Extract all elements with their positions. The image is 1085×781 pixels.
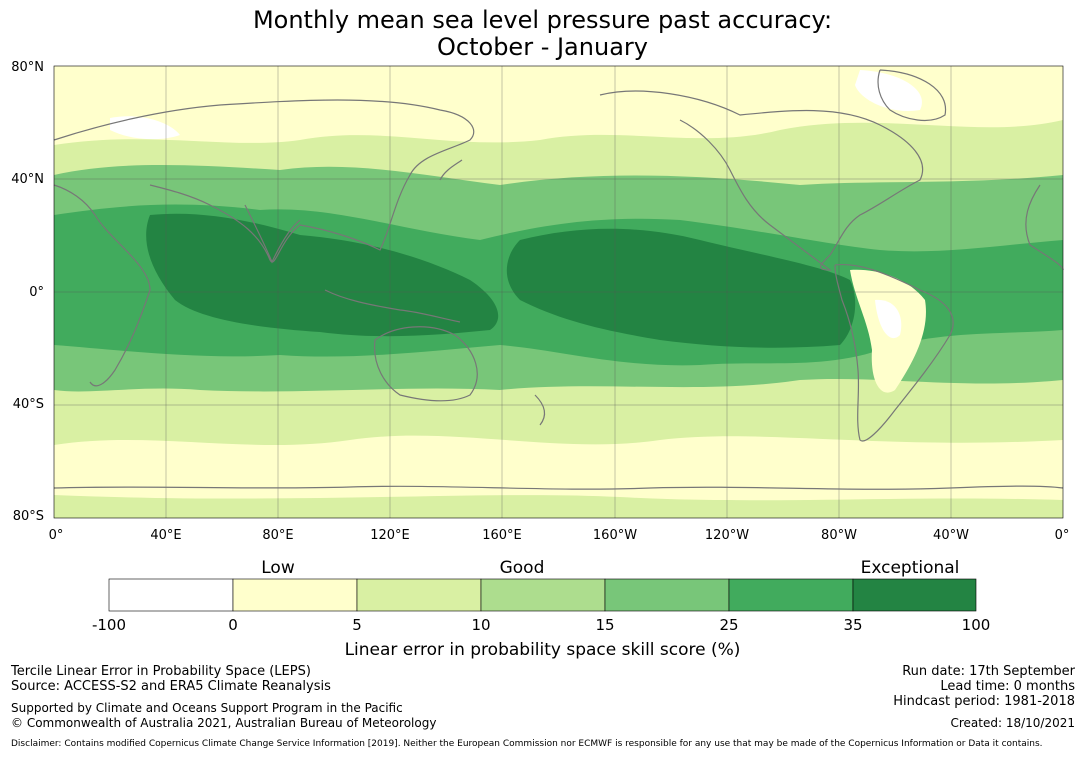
colorbar-tick: 0 [228, 616, 238, 634]
lon-label-0-right: 0° [1054, 528, 1070, 543]
region-core-pacific [506, 228, 856, 348]
colorbar-swatch [852, 578, 977, 612]
info-created: Created: 18/10/2021 [950, 716, 1075, 730]
coast-africa-east [53, 184, 151, 387]
legend-category-low: Low [261, 558, 295, 578]
coast-south-america [834, 263, 954, 442]
lon-label-160e: 160°E [482, 528, 522, 543]
legend-category-exceptional: Exceptional [860, 558, 960, 578]
coast-africa-west [1025, 184, 1064, 271]
coast-india [244, 204, 301, 264]
colorbar-swatch [728, 578, 854, 612]
region-arctic-white [110, 116, 180, 140]
colorbar-title: Linear error in probability space skill … [344, 640, 741, 660]
info-left-block: Tercile Linear Error in Probability Spac… [11, 664, 331, 694]
info-right-block: Run date: 17th September Lead time: 0 mo… [893, 664, 1075, 709]
lon-label-160w: 160°W [592, 528, 638, 543]
info-copyright: © Commonwealth of Australia 2021, Austra… [11, 716, 437, 730]
coast-new-zealand [534, 394, 546, 426]
region-greenland-white [855, 70, 922, 111]
colorbar-swatch [356, 578, 482, 612]
lon-label-40e: 40°E [150, 528, 182, 543]
lon-label-120e: 120°E [370, 528, 410, 543]
coast-indonesia [324, 289, 461, 323]
skill-field [54, 66, 1063, 518]
lon-label-0-left: 0° [48, 528, 64, 543]
colorbar-tick: 100 [961, 616, 991, 634]
coast-north-america [599, 90, 924, 271]
coast-greenland [877, 69, 947, 122]
info-source: Source: ACCESS-S2 and ERA5 Climate Reana… [11, 679, 331, 694]
disclaimer: Disclaimer: Contains modified Copernicus… [11, 739, 1043, 749]
lon-label-40w: 40°W [933, 528, 969, 543]
lon-label-120w: 120°W [704, 528, 750, 543]
colorbar-tick: 35 [843, 616, 863, 634]
graticule [54, 66, 1063, 518]
region-core-indian [146, 213, 499, 337]
colorbar-swatch [604, 578, 730, 612]
colorbar-swatch [232, 578, 358, 612]
coast-japan [439, 159, 463, 181]
colorbar-swatch [480, 578, 606, 612]
lon-label-80w: 80°W [821, 528, 857, 543]
legend-category-good: Good [499, 558, 545, 578]
coast-eurasia [53, 99, 475, 263]
colorbar-tick: 5 [352, 616, 362, 634]
coast-antarctica [53, 485, 1064, 490]
title-line-1: Monthly mean sea level pressure past acc… [252, 6, 833, 34]
info-leps: Tercile Linear Error in Probability Spac… [11, 664, 311, 679]
colorbar-tick: -100 [91, 616, 127, 634]
lat-label-0: 0° [29, 285, 44, 300]
map-frame [53, 65, 1064, 519]
region-samerica-white [875, 299, 902, 339]
colorbar-swatch [108, 578, 234, 612]
colorbar-tick: 15 [595, 616, 615, 634]
lat-label-40n: 40°N [11, 172, 44, 187]
lat-label-80n: 80°N [11, 60, 44, 75]
info-lead-time: Lead time: 0 months [940, 679, 1075, 694]
info-run-date: Run date: 17th September [902, 664, 1075, 679]
colorbar [108, 578, 977, 612]
colorbar-tick: 25 [719, 616, 739, 634]
coastlines [53, 69, 1064, 490]
info-hindcast: Hindcast period: 1981-2018 [893, 694, 1075, 709]
title-line-2: October - January [437, 33, 648, 61]
info-support: Supported by Climate and Oceans Support … [11, 701, 403, 715]
info-left-credits: Supported by Climate and Oceans Support … [11, 701, 436, 731]
lat-label-80s: 80°S [12, 509, 44, 524]
lat-label-40s: 40°S [12, 397, 44, 412]
region-southern-pale [54, 435, 1063, 501]
coast-australia [373, 326, 478, 402]
colorbar-tick: 10 [471, 616, 491, 634]
region-arctic-pale [54, 66, 1063, 145]
lon-label-80e: 80°E [262, 528, 294, 543]
